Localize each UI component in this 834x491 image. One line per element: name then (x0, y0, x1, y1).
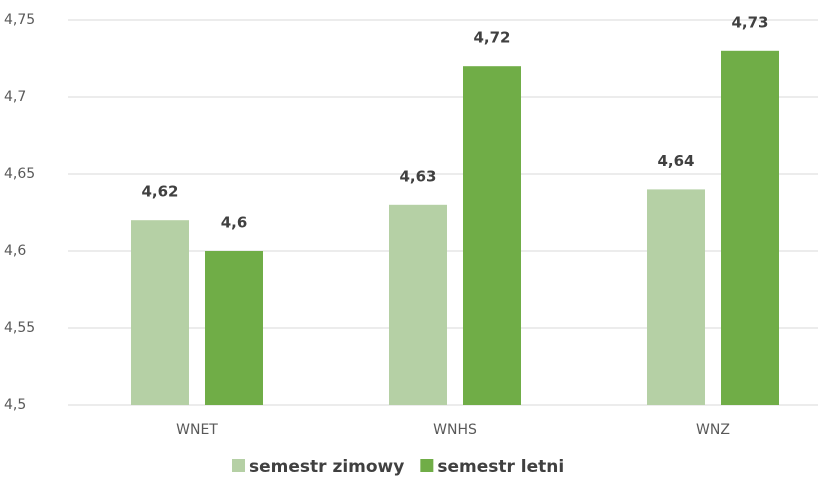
bar (131, 220, 189, 405)
y-tick-label: 4,7 (4, 89, 26, 105)
value-label: 4,6 (221, 214, 248, 232)
legend-label: semestr zimowy (249, 457, 404, 477)
y-tick-label: 4,55 (4, 320, 35, 336)
value-label: 4,64 (657, 152, 694, 170)
value-label: 4,63 (399, 167, 436, 185)
x-tick-label: WNZ (696, 422, 730, 438)
legend-label: semestr letni (437, 457, 564, 477)
x-tick-label: WNHS (433, 422, 477, 438)
y-tick-label: 4,65 (4, 166, 35, 182)
bar (721, 50, 779, 406)
value-label: 4,62 (141, 183, 178, 201)
bar (389, 204, 447, 405)
bar (463, 66, 521, 405)
x-tick-label: WNET (176, 422, 218, 438)
legend-swatch (232, 459, 245, 472)
y-tick-label: 4,5 (4, 397, 26, 413)
y-tick-label: 4,6 (4, 243, 26, 259)
legend-swatch (420, 459, 434, 472)
y-tick-label: 4,75 (4, 12, 35, 28)
bar (205, 251, 263, 405)
bar (647, 189, 705, 405)
value-label: 4,73 (731, 13, 768, 31)
value-label: 4,72 (473, 29, 510, 47)
